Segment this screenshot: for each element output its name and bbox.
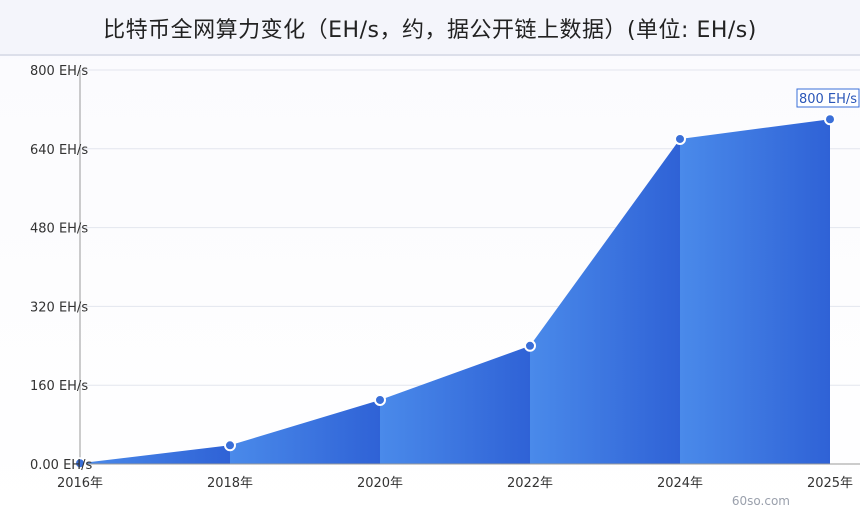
area-segment (80, 445, 230, 464)
data-point (674, 132, 686, 145)
annotation-label: 800 EH/s (799, 92, 857, 107)
area-segment (680, 119, 830, 464)
y-tick-label: 480 EH/s (30, 222, 88, 237)
area-segment (230, 399, 380, 464)
data-points (74, 113, 836, 470)
x-tick-label: 2024年 (657, 476, 703, 491)
x-tick-label: 2018年 (207, 476, 253, 491)
data-point (524, 339, 536, 352)
y-tick-label: 0.00 EH/s (30, 458, 92, 473)
x-tick-label: 2022年 (507, 476, 553, 491)
x-tick-label: 2016年 (57, 476, 103, 491)
area-segments (80, 119, 830, 464)
area-segment (530, 138, 680, 464)
annotation-box (796, 88, 860, 108)
y-tick-label: 640 EH/s (30, 143, 88, 158)
data-point (74, 457, 86, 470)
axes (79, 70, 860, 465)
watermark: 60so.com (731, 494, 790, 508)
area-segment (380, 345, 530, 464)
title-bar (0, 0, 860, 56)
x-tick-label: 2020年 (357, 476, 403, 491)
data-point (224, 439, 236, 452)
tick-labels: 0.00 EH/s 160 EH/s 320 EH/s 480 EH/s 640 EH/… (30, 64, 860, 491)
x-tick-label: 2025年 (807, 476, 853, 491)
y-tick-label: 320 EH/s (30, 300, 88, 315)
chart-title: 比特币全网算力变化（EH/s，约，据公开链上数据）(单位: EH/s) (103, 18, 757, 43)
data-point (374, 393, 386, 406)
y-tick-label: 160 EH/s (30, 379, 88, 394)
y-tick-label: 800 EH/s (30, 64, 88, 79)
data-point (824, 113, 836, 126)
